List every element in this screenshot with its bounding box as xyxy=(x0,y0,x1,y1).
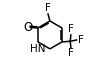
Text: O: O xyxy=(23,21,33,34)
Text: F: F xyxy=(78,35,84,45)
Text: F: F xyxy=(68,48,74,58)
Text: F: F xyxy=(68,24,74,34)
Text: HN: HN xyxy=(30,44,46,54)
Text: F: F xyxy=(45,3,51,13)
